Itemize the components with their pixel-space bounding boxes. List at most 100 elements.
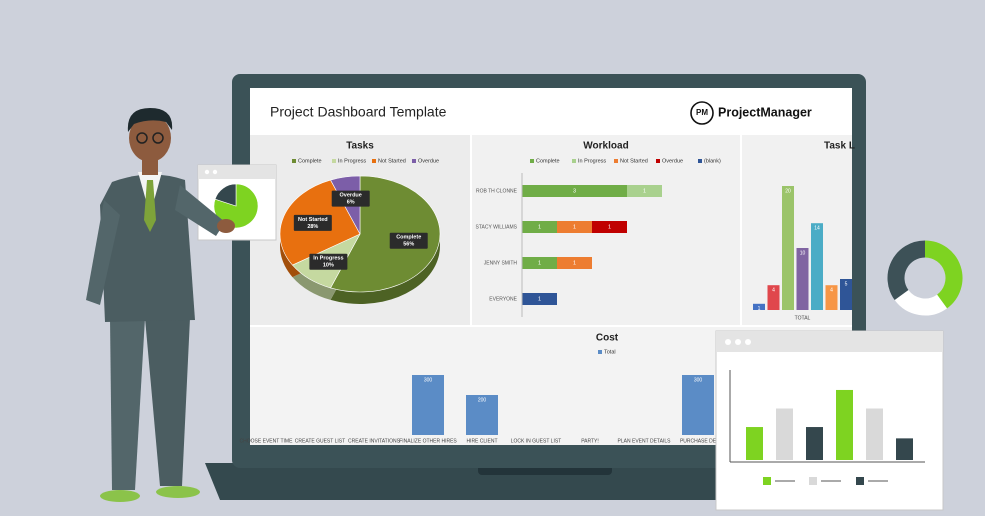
bar	[753, 303, 765, 310]
bar	[782, 186, 794, 310]
data-label: 20	[785, 188, 791, 194]
legend-swatch	[412, 159, 416, 163]
category-label: EVERYONE	[489, 296, 517, 302]
chart-title: Workload	[583, 141, 628, 152]
bar	[466, 395, 498, 435]
data-label: 200	[478, 397, 487, 403]
data-label: 56%	[403, 242, 414, 248]
data-label: Not Started	[298, 217, 328, 223]
category-label: JENNY SMITH	[484, 260, 518, 266]
brand: ProjectManager	[718, 105, 812, 119]
bar	[896, 438, 913, 460]
data-label-box	[331, 190, 370, 207]
bar	[776, 408, 793, 460]
category-label: CREATE GUEST LIST	[295, 438, 345, 444]
legend-swatch	[292, 159, 296, 163]
bar-segment	[522, 293, 557, 305]
category-label: PARTY!	[581, 438, 599, 444]
bar	[806, 427, 823, 460]
arm	[86, 200, 120, 305]
bar-segment	[627, 185, 662, 197]
dot	[745, 339, 751, 345]
dot	[735, 339, 741, 345]
bar	[796, 248, 809, 310]
category-label: HIRE CLIENT	[466, 438, 497, 444]
legend-label: Complete	[536, 158, 560, 164]
card-titlebar	[198, 165, 276, 179]
hair	[127, 108, 173, 132]
legend-swatch	[614, 159, 618, 163]
category-label: CHOOSE EVENT TIME	[240, 438, 294, 444]
data-label: 300	[424, 377, 433, 383]
legend-swatch	[332, 159, 336, 163]
legend-label: Not Started	[620, 158, 648, 164]
data-label: 1	[538, 224, 541, 230]
category-label: CREATE INVITATIONS	[348, 438, 401, 444]
data-label: 1	[538, 296, 541, 302]
bar-segment	[557, 221, 592, 233]
chart-title: Tasks	[346, 141, 374, 152]
data-label: Overdue	[340, 193, 362, 199]
logo-mark: PM	[696, 108, 708, 117]
glasses	[136, 132, 148, 144]
slice	[330, 175, 441, 293]
data-label: 10	[800, 250, 806, 256]
donut-segment	[887, 240, 926, 301]
data-label: In Progress	[313, 256, 343, 262]
data-label: 1	[643, 188, 646, 194]
hand	[217, 219, 235, 233]
data-label: 4	[830, 288, 833, 294]
person	[86, 108, 235, 502]
logo-circle	[690, 101, 714, 125]
leg	[110, 318, 145, 490]
data-label-box	[389, 232, 428, 249]
overlay-card	[715, 330, 944, 511]
data-label: 1	[608, 224, 611, 230]
category-label: PURCHASE DE	[680, 438, 717, 444]
bar-segment	[592, 221, 627, 233]
legend-label: (blank)	[704, 158, 721, 164]
data-label-box	[293, 214, 332, 231]
jacket	[100, 174, 195, 322]
data-label: 14	[814, 226, 820, 232]
slice	[214, 183, 237, 207]
dot	[204, 169, 210, 175]
bar	[767, 285, 780, 310]
legend-label: Total	[604, 349, 616, 355]
bar-segment	[557, 257, 592, 269]
overlay-charts	[746, 240, 963, 460]
data-label: 1	[573, 224, 576, 230]
dashboard-title: Project Dashboard Template	[270, 104, 447, 120]
shoe	[156, 486, 200, 498]
bar	[682, 375, 714, 435]
legend-swatch	[809, 477, 817, 485]
tie	[144, 180, 156, 232]
data-label: 3	[573, 188, 576, 194]
category-label: PLAN EVENT DETAILS	[618, 438, 672, 444]
head	[129, 114, 171, 162]
data-label: 28%	[307, 224, 318, 230]
bar-segment	[522, 221, 557, 233]
screen-charts: Tasks Complete In Progress Not Started Overd…	[240, 141, 855, 445]
bar	[412, 375, 444, 435]
category-label: FINALIZE OTHER HIRES	[399, 438, 457, 444]
shoe	[100, 490, 140, 502]
bar	[825, 285, 838, 310]
small-card-chart	[213, 183, 259, 229]
category-label: STACY WILLIAMS	[476, 224, 518, 230]
data-label: 1	[538, 260, 541, 266]
bar	[840, 279, 852, 310]
legend-swatch	[572, 159, 576, 163]
legend-label: In Progress	[578, 158, 606, 164]
data-label: 4	[772, 288, 775, 294]
legend-swatch	[856, 477, 864, 485]
dot	[725, 339, 731, 345]
bar	[811, 223, 823, 310]
data-label: Complete	[396, 235, 421, 241]
category-label: LOCK IN GUEST LIST	[511, 438, 561, 444]
data-label: 1	[573, 260, 576, 266]
bar	[836, 389, 853, 460]
card	[715, 330, 944, 511]
